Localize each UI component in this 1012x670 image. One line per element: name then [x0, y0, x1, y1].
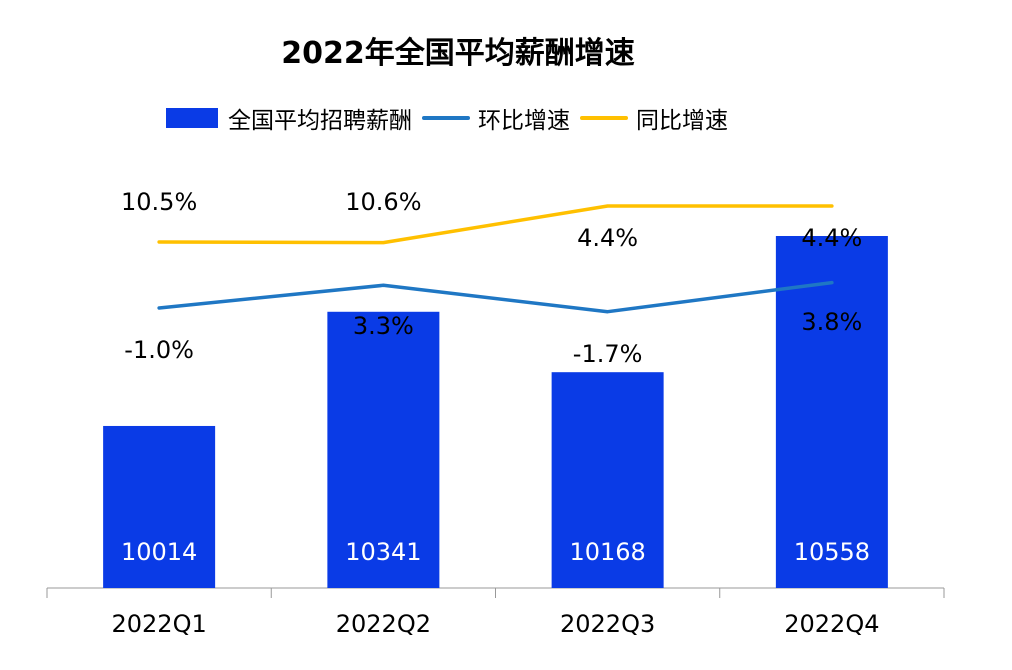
mom-line: [157, 280, 834, 314]
yoy-value-label: 10.6%: [345, 188, 421, 216]
bar-value-label: 10168: [569, 538, 645, 566]
legend-label-mom: 环比增速: [478, 108, 570, 134]
bar-2022Q4: [775, 236, 888, 588]
bar-value-label: 10014: [121, 538, 197, 566]
mom-value-label: 3.3%: [353, 312, 414, 340]
legend-swatch-bars: [166, 108, 218, 128]
yoy-line: [157, 204, 834, 245]
bar-value-label: 10341: [345, 538, 421, 566]
yoy-value-label: 4.4%: [577, 224, 638, 252]
chart-title: 2022年全国平均薪酬增速: [281, 36, 635, 71]
legend-swatch-mom: [422, 116, 470, 120]
bar-2022Q3: [551, 372, 664, 588]
mom-value-label: 3.8%: [801, 308, 862, 336]
legend-label-bars: 全国平均招聘薪酬: [228, 108, 412, 134]
legend-item-mom: 环比增速: [416, 101, 570, 135]
bar-2022Q2: [327, 311, 440, 588]
legend: 全国平均招聘薪酬 环比增速 同比增速: [166, 100, 732, 136]
yoy-value-label: 4.4%: [801, 224, 862, 252]
legend-swatch-yoy: [580, 116, 628, 120]
legend-item-yoy: 同比增速: [574, 101, 728, 135]
yoy-value-label: 10.5%: [121, 188, 197, 216]
x-tick-label: 2022Q3: [560, 610, 655, 638]
mom-value-label: -1.7%: [573, 340, 643, 368]
bar-2022Q1: [103, 425, 216, 588]
bar-value-label: 10558: [794, 538, 870, 566]
legend-item-bars: 全国平均招聘薪酬: [166, 101, 412, 135]
mom-value-label: -1.0%: [124, 336, 194, 364]
x-tick-label: 2022Q1: [112, 610, 207, 638]
x-tick-label: 2022Q4: [784, 610, 879, 638]
legend-label-yoy: 同比增速: [636, 108, 728, 134]
x-tick-label: 2022Q2: [336, 610, 431, 638]
